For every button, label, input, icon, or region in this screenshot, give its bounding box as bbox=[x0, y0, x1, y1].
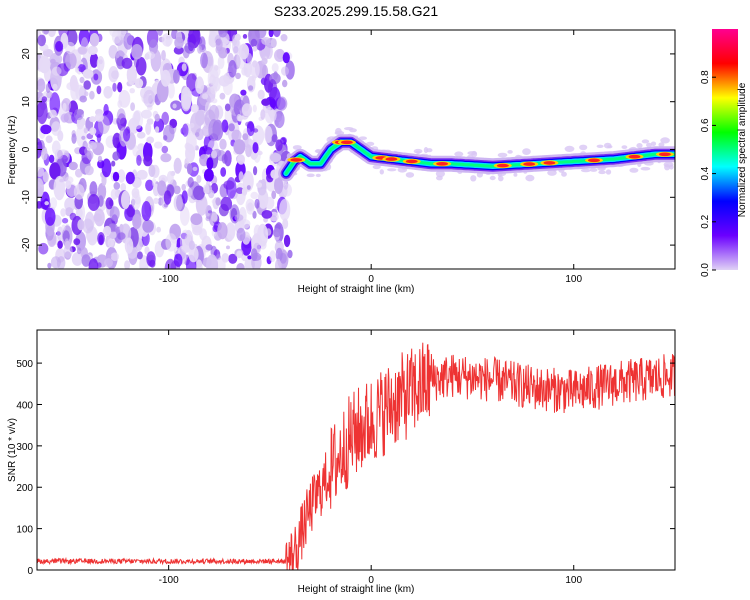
spectrogram-noise bbox=[37, 30, 295, 269]
snr-ytick-label: 100 bbox=[16, 525, 33, 536]
colorbar-scale bbox=[712, 29, 738, 270]
snr-ylabel: SNR (10 * v/v) bbox=[7, 418, 18, 482]
spectrogram-ylabel: Frequency (Hz) bbox=[7, 116, 18, 185]
snr-frame bbox=[36, 329, 676, 571]
figure-title: S233.2025.299.15.58.G21 bbox=[274, 3, 438, 19]
snr-xtick-label: 100 bbox=[565, 575, 582, 586]
snr-xtick-label: 0 bbox=[368, 575, 374, 586]
snr-ytick-label: 300 bbox=[16, 442, 33, 453]
spectrogram-xlabel: Height of straight line (km) bbox=[298, 284, 415, 295]
spectrogram-xtick-label: 100 bbox=[565, 274, 582, 285]
colorbar-label: Normalized spectral amplitude bbox=[737, 82, 748, 217]
colorbar-tick-label: 0.2 bbox=[700, 214, 711, 228]
spectrogram-xtick-label: 0 bbox=[368, 274, 374, 285]
spectrogram-ytick-label: -20 bbox=[21, 237, 32, 252]
snr-xlabel: Height of straight line (km) bbox=[298, 584, 415, 595]
colorbar-tick-label: 0.4 bbox=[700, 166, 711, 180]
snr-series-line bbox=[37, 342, 675, 570]
snr-xtick-label: -100 bbox=[159, 575, 179, 586]
snr-ytick-label: 0 bbox=[27, 566, 33, 577]
colorbar-tick-label: 0.0 bbox=[700, 263, 711, 277]
snr-ytick-label: 400 bbox=[16, 400, 33, 411]
spectrogram-ytick-label: -10 bbox=[21, 190, 32, 205]
colorbar: 0.0 0.2 0.4 0.6 0.8 Normalized spectral ampl… bbox=[700, 29, 748, 277]
spectrogram-ridge bbox=[278, 127, 675, 182]
colorbar-ticks: 0.0 0.2 0.4 0.6 0.8 bbox=[700, 70, 716, 277]
spectrogram-ytick-label: 10 bbox=[21, 96, 32, 108]
snr-panel: -100 0 100 0 100 200 300 400 500 Height of strai… bbox=[7, 329, 676, 595]
colorbar-tick-label: 0.8 bbox=[700, 70, 711, 84]
spectrogram-ytick-label: 0 bbox=[21, 146, 32, 152]
spectrogram-xtick-label: -100 bbox=[159, 274, 179, 285]
snr-ytick-label: 500 bbox=[16, 359, 33, 370]
snr-ytick-label: 200 bbox=[16, 483, 33, 494]
colorbar-tick-label: 0.6 bbox=[700, 118, 711, 132]
snr-axes: -100 0 100 0 100 200 300 400 500 bbox=[16, 330, 675, 586]
spectrogram-ytick-label: 20 bbox=[21, 48, 32, 60]
